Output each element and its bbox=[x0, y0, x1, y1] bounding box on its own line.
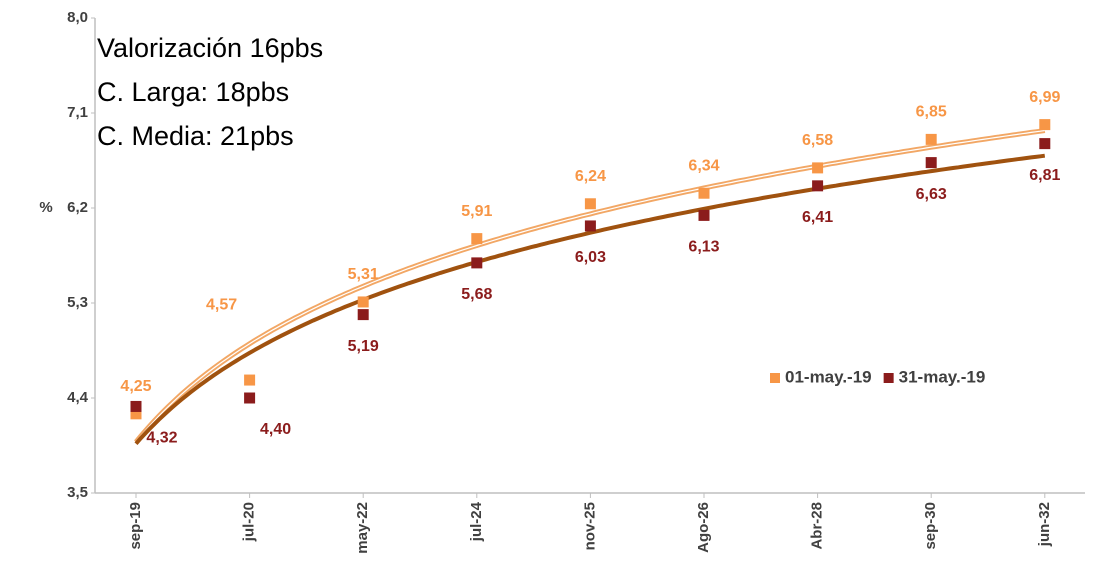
value-label: 4,57 bbox=[206, 296, 237, 313]
x-tick-label: Abr-28 bbox=[809, 502, 826, 550]
point bbox=[812, 180, 824, 192]
value-label: 6,81 bbox=[1029, 167, 1060, 184]
value-label: 6,41 bbox=[802, 209, 833, 226]
value-label: 6,63 bbox=[916, 186, 947, 203]
legend-label: 31-may.-19 bbox=[899, 367, 986, 386]
value-label: 6,85 bbox=[916, 104, 947, 121]
point bbox=[471, 257, 483, 269]
point bbox=[244, 374, 256, 386]
point bbox=[357, 309, 369, 321]
trend-line bbox=[134, 153, 1046, 446]
value-label: 5,68 bbox=[461, 286, 492, 303]
x-tick-label: jul-24 bbox=[468, 501, 485, 542]
x-tick-label: sep-30 bbox=[922, 502, 939, 550]
value-label: 4,40 bbox=[260, 421, 291, 438]
value-label: 6,03 bbox=[575, 249, 606, 266]
x-tick-label: jul-20 bbox=[241, 502, 258, 542]
y-tick-label: 6,2 bbox=[67, 199, 88, 216]
x-tick-label: may-22 bbox=[354, 502, 371, 554]
value-label: 6,13 bbox=[688, 239, 719, 256]
point bbox=[1039, 138, 1051, 150]
point bbox=[471, 233, 483, 245]
value-label: 6,34 bbox=[688, 157, 719, 174]
annotation: C. Larga: 18pbs bbox=[97, 77, 289, 107]
point bbox=[244, 392, 256, 404]
annotation: Valorización 16pbs bbox=[97, 33, 323, 63]
point bbox=[357, 296, 369, 308]
point bbox=[925, 133, 937, 145]
point bbox=[584, 220, 596, 232]
legend-swatch bbox=[770, 373, 780, 383]
point bbox=[130, 408, 142, 420]
x-tick-label: jun-32 bbox=[1036, 502, 1053, 547]
x-tick-label: nov-25 bbox=[581, 502, 598, 550]
annotation: C. Media: 21pbs bbox=[97, 121, 294, 151]
y-tick-label: 3,5 bbox=[67, 484, 88, 501]
legend-swatch bbox=[883, 373, 894, 383]
y-tick-label: 5,3 bbox=[67, 294, 88, 311]
value-label: 5,19 bbox=[348, 338, 379, 355]
value-label: 6,58 bbox=[802, 132, 833, 149]
point bbox=[698, 187, 710, 199]
point bbox=[1039, 119, 1051, 131]
value-label: 5,91 bbox=[461, 203, 492, 220]
value-label: 5,31 bbox=[348, 266, 379, 283]
y-tick-label: 8,0 bbox=[67, 9, 88, 26]
trend-line-inner bbox=[135, 129, 1045, 443]
point bbox=[812, 162, 824, 174]
value-label: 6,99 bbox=[1029, 89, 1060, 106]
value-label: 4,32 bbox=[146, 430, 177, 447]
x-tick-label: Ago-26 bbox=[695, 502, 712, 553]
value-label: 6,24 bbox=[575, 168, 606, 185]
point bbox=[130, 400, 142, 412]
y-tick-label: 7,1 bbox=[67, 104, 88, 121]
legend-label: 01-may.-19 bbox=[785, 367, 872, 386]
y-tick-label: 4,4 bbox=[67, 389, 89, 406]
point bbox=[584, 198, 596, 210]
x-tick-label: sep-19 bbox=[127, 502, 144, 550]
point bbox=[925, 157, 937, 169]
value-label: 4,25 bbox=[120, 378, 151, 395]
point bbox=[698, 209, 710, 221]
y-axis-label: % bbox=[39, 199, 52, 216]
